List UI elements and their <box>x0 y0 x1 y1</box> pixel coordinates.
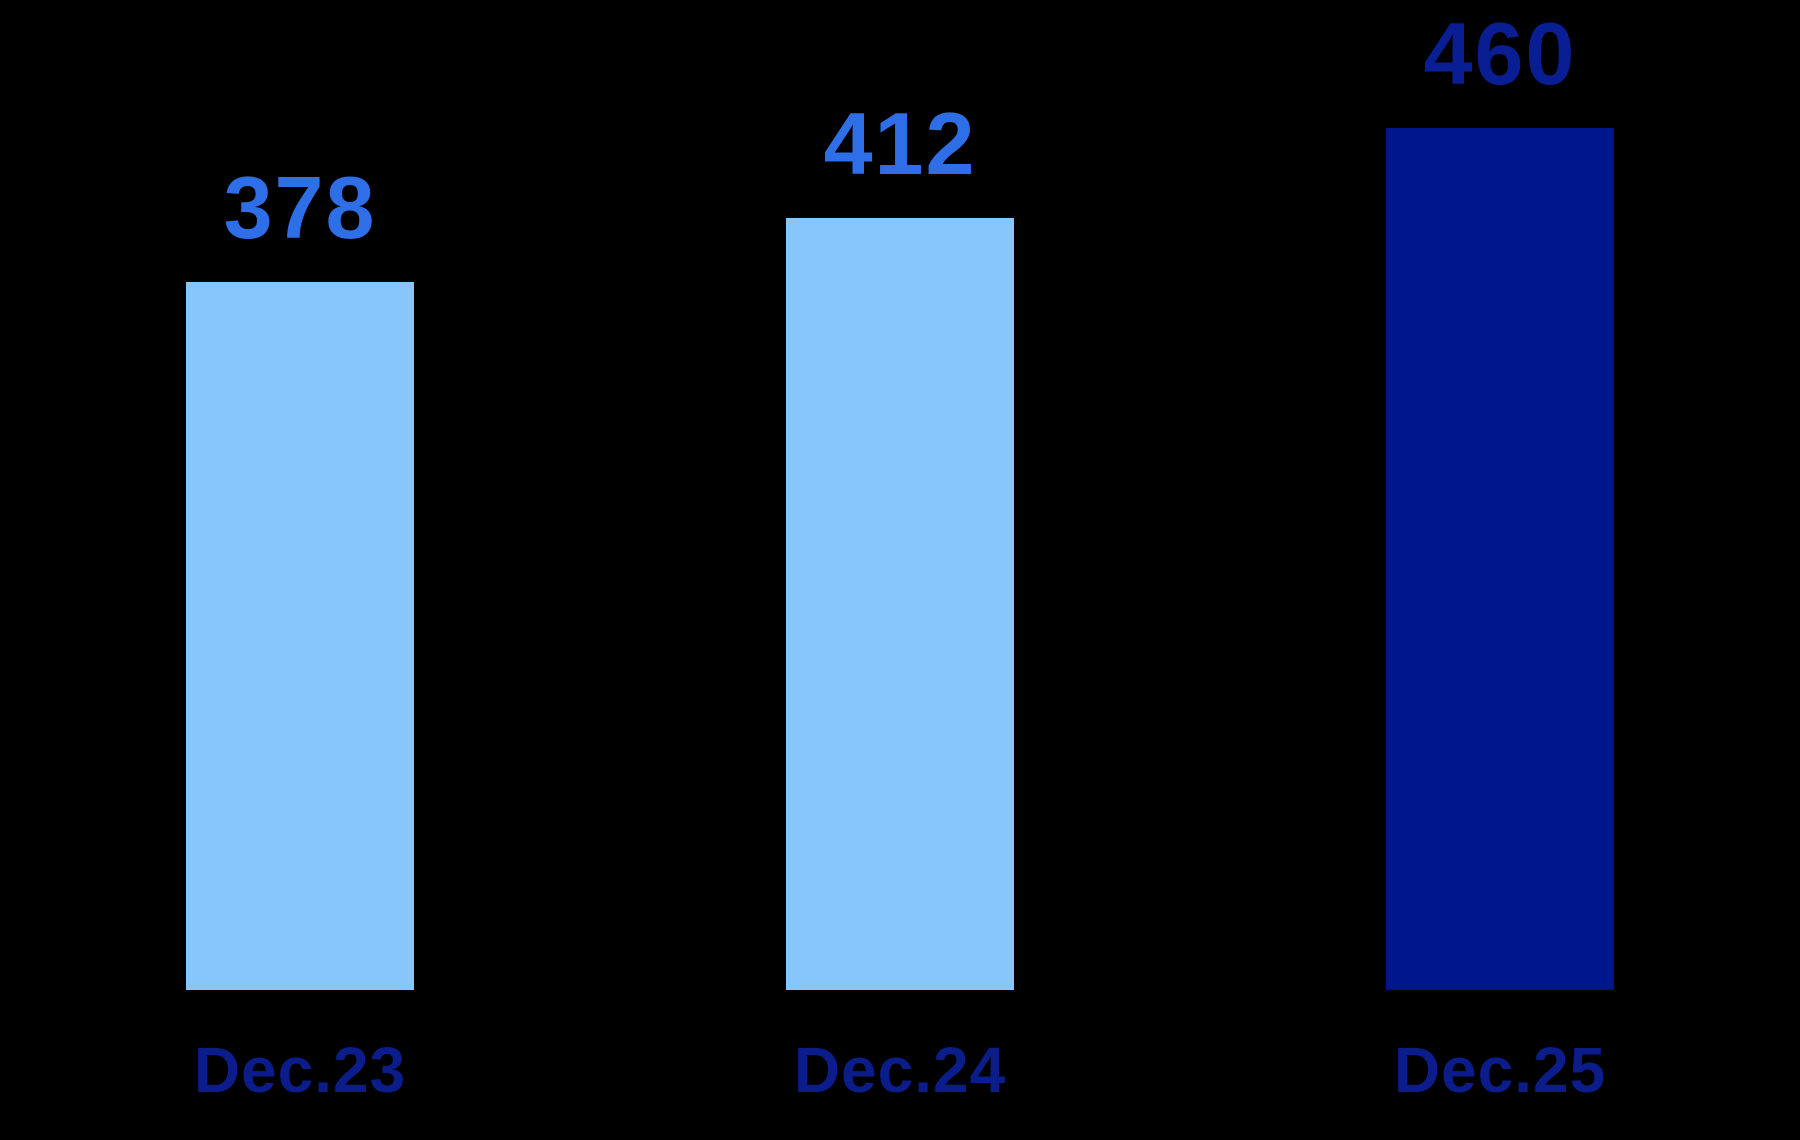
plot-area: 378 412 460 <box>0 10 1800 990</box>
bar-dec24 <box>786 218 1014 990</box>
bar-dec25 <box>1386 128 1614 990</box>
category-label-dec23: Dec.23 <box>193 1034 407 1106</box>
category-label-dec25: Dec.25 <box>1393 1034 1607 1106</box>
value-label-dec25: 460 <box>1423 4 1577 103</box>
bar-dec23 <box>186 282 414 990</box>
bar-group-dec23: 378 <box>0 164 600 990</box>
x-axis: Dec.23 Dec.24 Dec.25 <box>0 990 1800 1140</box>
value-label-dec24: 412 <box>823 94 977 193</box>
bar-group-dec25: 460 <box>1200 10 1800 990</box>
bar-group-dec24: 412 <box>600 100 1200 990</box>
category-label-dec24: Dec.24 <box>793 1034 1007 1106</box>
value-label-dec23: 378 <box>223 158 377 257</box>
